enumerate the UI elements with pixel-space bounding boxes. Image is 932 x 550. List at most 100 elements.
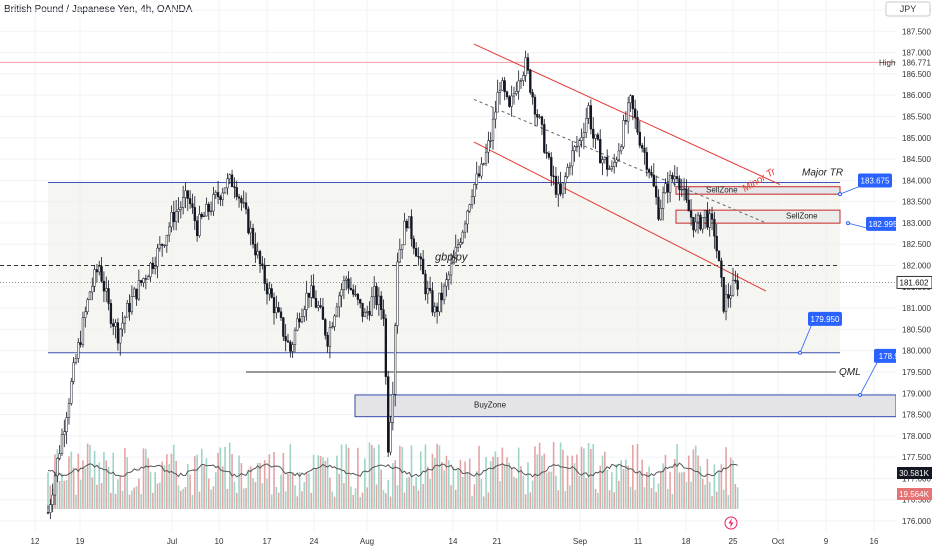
candle xyxy=(585,118,588,133)
volume-bar xyxy=(541,455,543,509)
callout-box[interactable] xyxy=(808,311,842,326)
volume-bar xyxy=(61,473,63,509)
candle xyxy=(456,244,460,248)
channel-upper-line[interactable] xyxy=(473,43,781,186)
candle xyxy=(717,250,721,262)
volume-bar xyxy=(496,457,499,509)
volume-bar xyxy=(128,494,131,509)
candle xyxy=(286,340,290,343)
candle xyxy=(410,216,413,240)
candle xyxy=(156,247,159,267)
volume-bar xyxy=(170,453,173,509)
candle xyxy=(335,306,339,317)
candle xyxy=(324,319,327,336)
candle xyxy=(547,153,551,158)
volume-bar xyxy=(443,470,445,509)
volume-bar xyxy=(601,455,604,509)
callout-connector xyxy=(839,185,863,195)
volume-bar xyxy=(606,469,608,509)
candle xyxy=(226,178,229,189)
candle xyxy=(522,75,525,81)
candle xyxy=(380,295,383,310)
callout-box[interactable] xyxy=(866,216,900,231)
volume-bar xyxy=(417,490,420,509)
volume-bar xyxy=(259,462,261,509)
lightning-icon[interactable] xyxy=(724,516,738,530)
channel-mid-line[interactable] xyxy=(473,98,767,224)
volume-bar xyxy=(343,483,345,509)
candle xyxy=(526,57,530,71)
volume-badge: 30.581K xyxy=(897,467,932,479)
callout-box[interactable] xyxy=(858,173,892,188)
candle xyxy=(237,196,241,199)
volume-bar xyxy=(627,465,629,509)
candle xyxy=(489,140,492,142)
candle xyxy=(561,182,565,195)
candle xyxy=(133,288,136,297)
volume-bar xyxy=(152,492,154,509)
callout-anchor xyxy=(798,350,802,355)
candle xyxy=(517,80,520,92)
candle xyxy=(291,344,294,352)
candle xyxy=(289,341,292,352)
x-tick-label: 11 xyxy=(634,537,643,546)
volume-bar xyxy=(184,486,187,509)
volume-bar xyxy=(231,454,233,509)
channel-lower-line[interactable] xyxy=(473,141,767,292)
candle xyxy=(554,176,558,195)
candle xyxy=(277,307,280,313)
candle xyxy=(188,198,192,205)
volume-bar xyxy=(135,486,138,509)
volume-bar xyxy=(280,474,282,509)
volume-bar xyxy=(49,485,52,509)
volume-bar xyxy=(254,482,257,509)
volume-bar xyxy=(392,463,394,509)
candle xyxy=(731,279,735,296)
candle xyxy=(310,285,313,298)
candle xyxy=(724,294,728,312)
volume-bar xyxy=(387,479,389,509)
volume-bar xyxy=(729,457,732,509)
candle xyxy=(624,120,627,122)
volume-bar xyxy=(100,482,103,509)
candle xyxy=(652,174,655,187)
volume-bar xyxy=(639,473,641,509)
candle xyxy=(617,150,621,161)
volume-bar xyxy=(680,472,683,509)
volume-bar xyxy=(510,468,513,509)
volume-bar xyxy=(371,445,373,509)
volume-bar xyxy=(697,455,699,509)
volume-bar xyxy=(673,459,676,509)
volume-bar xyxy=(338,473,341,509)
currency-box[interactable]: JPY xyxy=(885,1,931,17)
candle xyxy=(722,277,725,312)
candle xyxy=(331,326,334,328)
time-axis[interactable]: 12 19 Jul 10 17 24 Aug 14 21 Sep 11 18 25 Oct 9 16 xyxy=(31,537,879,546)
candle xyxy=(349,288,353,290)
y-tick-label: 183.000 xyxy=(902,219,931,228)
volume-bar xyxy=(310,492,313,509)
candle xyxy=(347,278,350,289)
candle xyxy=(368,311,371,316)
volume-bar xyxy=(140,493,142,509)
candle xyxy=(202,215,206,218)
x-tick-label: 9 xyxy=(824,537,829,546)
candle xyxy=(216,192,220,198)
candle xyxy=(484,151,488,164)
buy-zone xyxy=(354,394,897,418)
volume-bar xyxy=(620,460,622,509)
volume-bar xyxy=(298,472,301,509)
volume-bar xyxy=(133,487,136,509)
volume-bar xyxy=(282,452,285,509)
candle xyxy=(512,93,516,97)
candle xyxy=(713,219,716,237)
volume-bar xyxy=(615,464,618,509)
candle xyxy=(46,512,50,514)
volume-bar xyxy=(359,496,362,509)
volume-bar xyxy=(489,461,492,509)
candle xyxy=(659,208,662,220)
candle xyxy=(298,318,301,323)
volume-bar xyxy=(357,447,359,509)
volume-bar xyxy=(433,457,436,509)
